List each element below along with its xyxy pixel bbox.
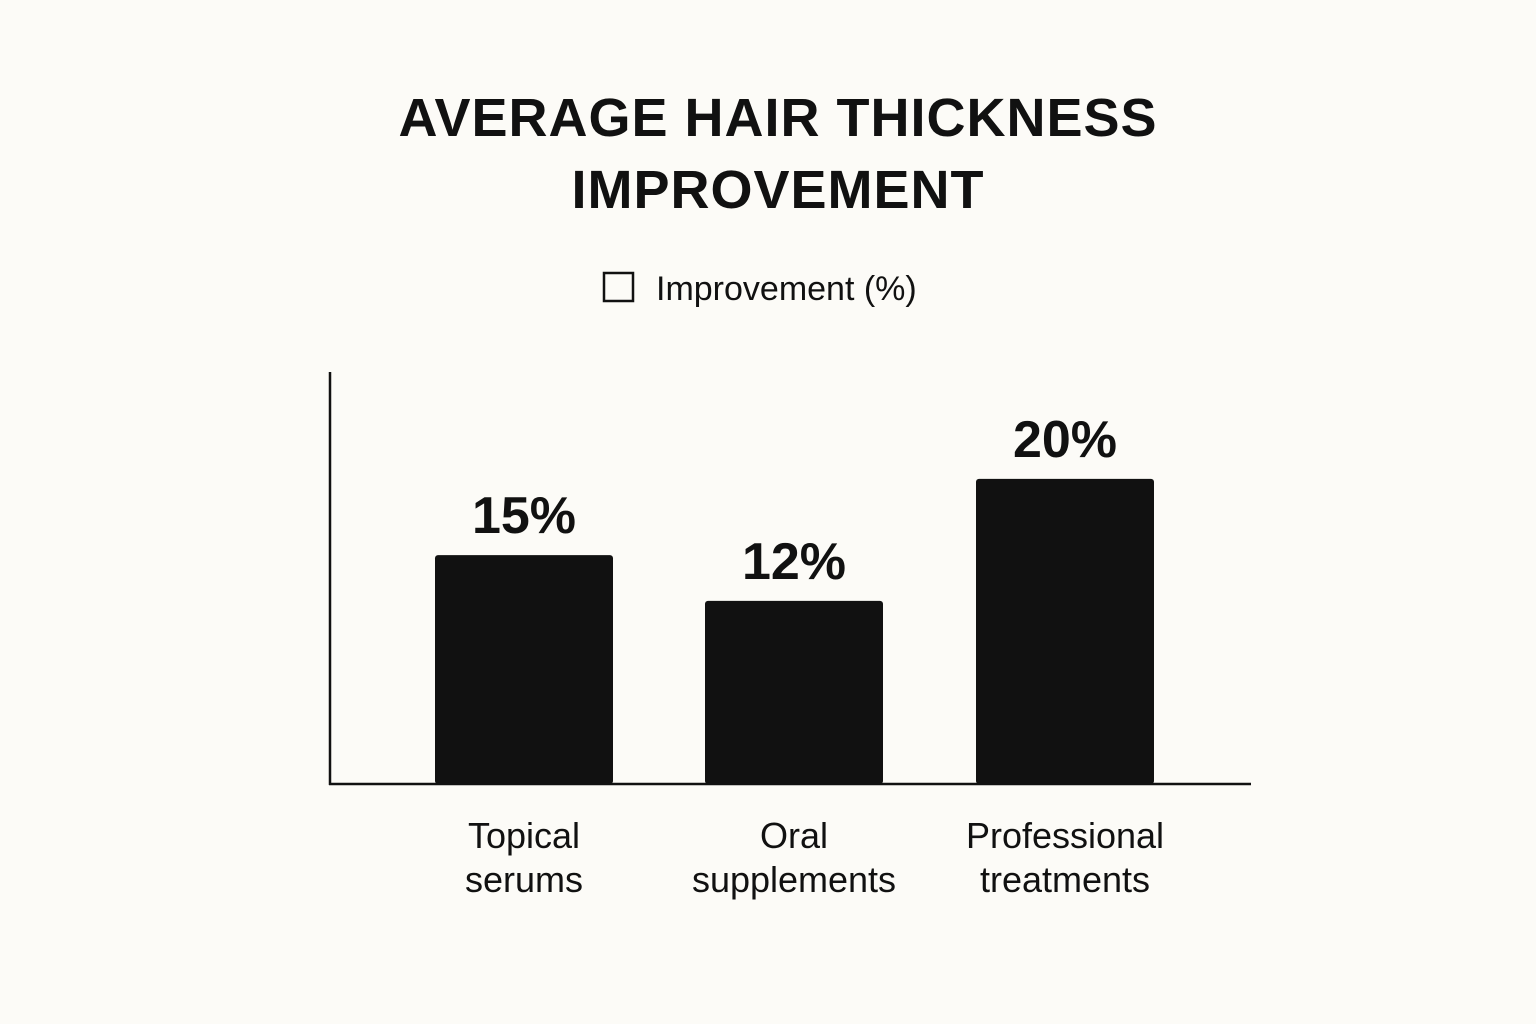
bar (705, 600, 883, 784)
x-tick-label-line: Topical (468, 815, 580, 856)
x-tick-label: Oral supplements (692, 815, 896, 900)
value-label: 20% (1013, 411, 1117, 469)
x-tick-label-line: Professional (966, 815, 1164, 856)
chart-title: AVERAGE HAIR THICKNESS IMPROVEMENT (398, 88, 1158, 220)
x-tick-label-line: supplements (692, 859, 896, 900)
value-label: 12% (742, 533, 846, 591)
legend-label: Improvement (%) (656, 270, 917, 308)
x-tick-label-line: serums (465, 859, 583, 900)
legend-swatch (602, 271, 635, 303)
value-label: 15% (472, 487, 576, 545)
x-tick-label: Professional treatments (966, 815, 1164, 900)
bar (435, 555, 613, 784)
x-tick-label-line: Oral (760, 815, 828, 856)
x-tick-label: Topical serums (465, 815, 583, 900)
bar (976, 478, 1154, 784)
x-tick-label-line: treatments (980, 859, 1150, 900)
